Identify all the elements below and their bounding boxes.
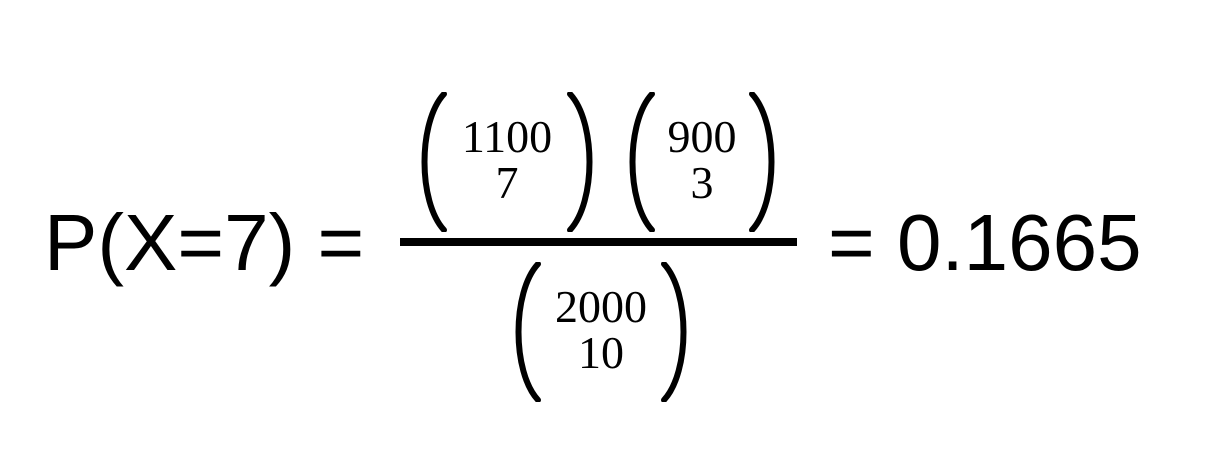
binomial-bottom: 10 [578,327,624,378]
binomial-top: 1100 [461,111,553,162]
binomial-bottom: 7 [495,157,519,208]
denominator-binomial: 2000 10 [508,262,694,402]
left-paren-icon [515,262,541,402]
right-paren-icon [661,262,687,402]
left-paren-icon [629,92,655,232]
numerator-binomial-2: 900 3 [622,92,782,232]
fraction-bar [400,238,797,246]
left-paren-icon [421,92,447,232]
numerator-binomial-1: 1100 7 [414,92,600,232]
equation-lhs: P(X=7) = [44,198,365,287]
right-paren-icon [749,92,775,232]
right-paren-icon [567,92,593,232]
binomial-top: 2000 [555,281,647,332]
binomial-bottom: 3 [690,157,714,208]
equation-result: = 0.1665 [828,198,1142,287]
binomial-top: 900 [667,111,737,162]
